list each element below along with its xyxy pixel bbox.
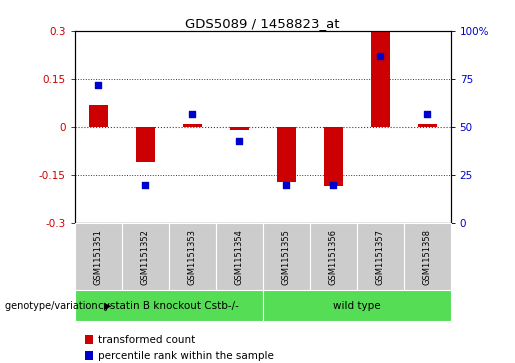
Point: [329, 182, 337, 188]
Text: GSM1151351: GSM1151351: [94, 229, 102, 285]
Point: [94, 82, 102, 87]
Text: genotype/variation  ▶: genotype/variation ▶: [5, 301, 112, 311]
Text: transformed count: transformed count: [98, 335, 195, 345]
Bar: [418, 124, 437, 127]
Point: [141, 182, 149, 188]
Text: GSM1151353: GSM1151353: [187, 229, 197, 285]
Title: GDS5089 / 1458823_at: GDS5089 / 1458823_at: [185, 17, 340, 30]
Point: [235, 138, 243, 143]
Point: [282, 182, 290, 188]
Text: GSM1151355: GSM1151355: [282, 229, 290, 285]
Text: GSM1151352: GSM1151352: [141, 229, 150, 285]
Text: percentile rank within the sample: percentile rank within the sample: [98, 351, 274, 361]
Bar: [136, 127, 154, 162]
Bar: [183, 124, 201, 127]
Text: GSM1151357: GSM1151357: [375, 229, 385, 285]
Text: GSM1151354: GSM1151354: [235, 229, 244, 285]
Bar: [89, 105, 108, 127]
Bar: [277, 127, 296, 182]
Bar: [230, 127, 249, 130]
Bar: [324, 127, 342, 186]
Bar: [371, 32, 389, 127]
Point: [423, 111, 431, 117]
Text: cystatin B knockout Cstb-/-: cystatin B knockout Cstb-/-: [98, 301, 239, 311]
Text: GSM1151358: GSM1151358: [423, 229, 432, 285]
Point: [188, 111, 196, 117]
Text: wild type: wild type: [333, 301, 381, 311]
Point: [376, 53, 384, 59]
Text: GSM1151356: GSM1151356: [329, 229, 338, 285]
